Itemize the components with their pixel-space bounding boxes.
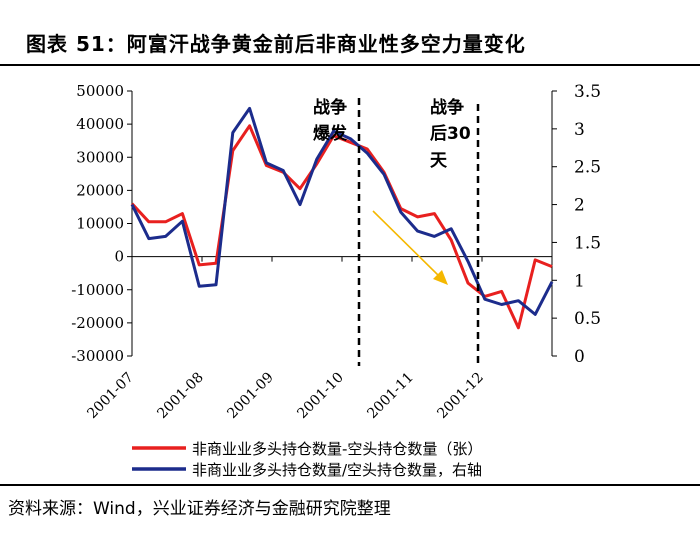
series-line-difference	[130, 124, 553, 330]
trend-arrow-head	[433, 270, 448, 285]
title-rule	[0, 64, 700, 66]
left-tick-label: -10000	[71, 281, 124, 299]
left-tick-label: -30000	[71, 347, 124, 365]
left-tick-label: 10000	[76, 215, 124, 233]
left-tick-label: 50000	[76, 82, 124, 100]
source-rule	[0, 484, 700, 486]
left-tick-label: 20000	[76, 181, 124, 199]
right-tick-label: 2	[574, 196, 585, 216]
x-tick-label: 2001-10	[294, 370, 346, 422]
right-tick-label: 2.5	[574, 158, 601, 178]
x-tick-label: 2001-11	[364, 370, 416, 422]
annotation-war-30days-text: 后30	[430, 124, 471, 144]
right-tick-label: 0.5	[574, 309, 601, 329]
annotation-war-30days-text: 战争	[430, 97, 464, 118]
left-tick-label: 30000	[76, 148, 124, 166]
trend-arrow-shaft	[372, 210, 441, 278]
series-line-ratio	[130, 106, 554, 316]
x-tick-label: 2001-07	[84, 370, 136, 422]
legend-label-difference: 非商业业多头持仓数量-空头持仓数量（张）	[192, 440, 482, 458]
annotation-war-start-text: 爆发	[313, 123, 348, 144]
left-tick-label: 0	[114, 248, 124, 266]
right-tick-label: 3.5	[574, 82, 601, 102]
right-tick-label: 3	[574, 120, 585, 140]
source-note: 资料来源：Wind，兴业证券经济与金融研究院整理	[8, 499, 391, 519]
annotation-war-start-text: 战争	[313, 97, 347, 118]
right-tick-label: 1.5	[574, 233, 601, 253]
x-tick-label: 2001-09	[224, 370, 276, 422]
x-tick-label: 2001-08	[154, 370, 206, 422]
right-tick-label: 1	[574, 271, 585, 291]
annotation-war-30days-text: 天	[430, 151, 448, 171]
right-tick-label: 0	[574, 347, 585, 367]
chart-title: 图表 51：阿富汗战争黄金前后非商业性多空力量变化	[26, 32, 526, 56]
left-tick-label: -20000	[71, 314, 124, 332]
x-tick-label: 2001-12	[434, 370, 486, 422]
left-tick-label: 40000	[76, 115, 124, 133]
legend-label-ratio: 非商业业多头持仓数量/空头持仓数量，右轴	[192, 461, 482, 479]
